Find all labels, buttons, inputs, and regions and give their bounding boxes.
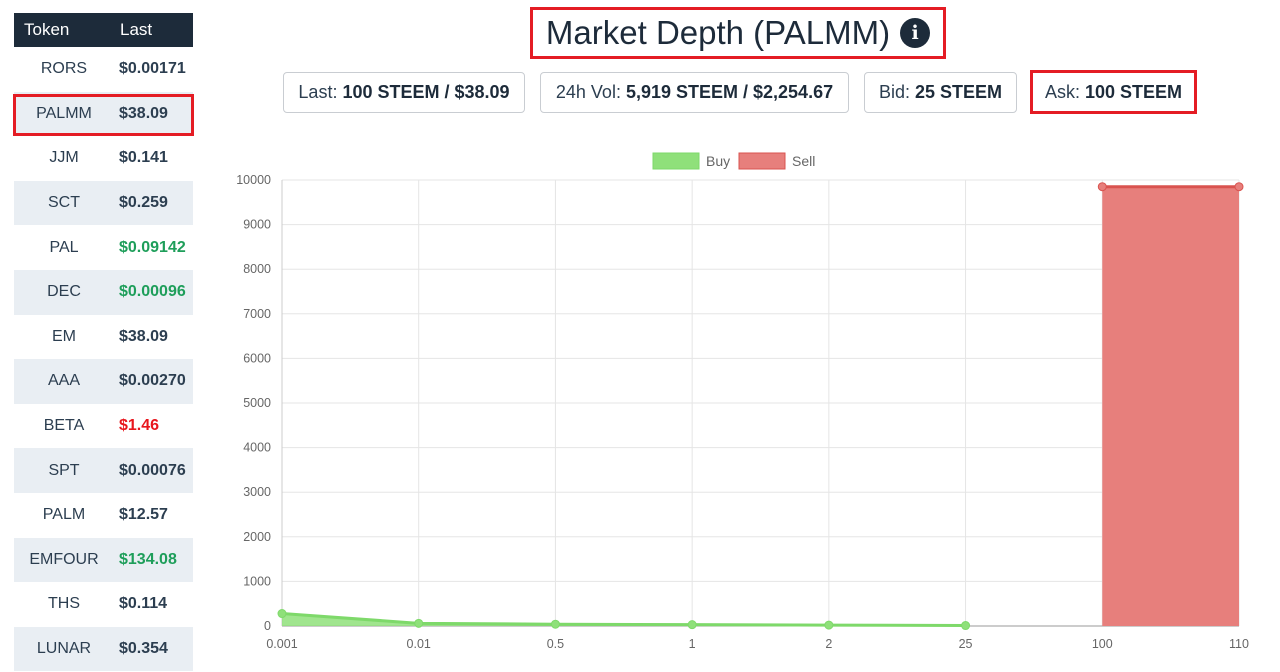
token-last-price: $0.00076 (119, 461, 186, 479)
token-row-dec[interactable]: DEC $0.00096 (14, 269, 193, 315)
token-symbol[interactable]: EMFOUR (29, 550, 99, 568)
token-row-aaa[interactable]: AAA $0.00270 (14, 359, 193, 404)
token-row-jjm[interactable]: JJM $0.141 (14, 136, 193, 181)
token-symbol[interactable]: RORS (40, 60, 88, 78)
token-last-price: $0.00096 (119, 283, 186, 301)
token-symbol[interactable]: SPT (48, 461, 80, 479)
x-tick-label: 1 (689, 637, 696, 651)
token-row-palm[interactable]: PALM $12.57 (14, 493, 193, 538)
buy-point (277, 609, 287, 619)
token-symbol[interactable]: PAL (49, 238, 79, 256)
legend-label-buy: Buy (706, 153, 730, 169)
token-row-sct[interactable]: SCT $0.259 (14, 180, 193, 226)
token-last-price: $0.09142 (119, 238, 186, 256)
token-last-price: $0.00171 (119, 60, 186, 78)
buy-point (414, 618, 424, 628)
y-tick-label: 9000 (243, 218, 271, 232)
legend-swatch-buy (652, 152, 700, 170)
y-tick-label: 4000 (243, 441, 271, 455)
y-tick-label: 7000 (243, 307, 271, 321)
page-title-box: Market Depth (PALMM) i (530, 7, 946, 59)
y-tick-label: 8000 (243, 262, 271, 276)
x-tick-label: 2 (825, 637, 832, 651)
token-symbol[interactable]: PALM (42, 506, 86, 524)
legend-swatch-sell (738, 152, 786, 170)
last-value: 100 STEEM / $38.09 (342, 82, 510, 102)
token-column-header[interactable]: Token (24, 20, 70, 39)
volume-value: 5,919 STEEM / $2,254.67 (625, 82, 834, 102)
bid-label: Bid: (878, 82, 910, 102)
market-depth-chart: 0 1000 2000 3000 4000 5000 6000 7000 8000 9000 100… (236, 152, 1249, 651)
x-tick-label: 110 (1229, 637, 1249, 651)
token-row-rors[interactable]: RORS $0.00171 (14, 47, 193, 92)
ask-value: 100 STEEM (1084, 81, 1183, 102)
y-tick-label: 3000 (243, 485, 271, 499)
token-row-beta[interactable]: BETA $1.46 (14, 404, 193, 449)
sell-point (1097, 182, 1107, 192)
token-last-price: $0.114 (119, 595, 168, 613)
buy-point (550, 619, 560, 629)
token-row-ths[interactable]: THS $0.114 (14, 582, 193, 627)
token-row-lunar[interactable]: LUNAR $0.354 (14, 626, 193, 672)
token-last-price: $38.09 (119, 327, 168, 345)
y-tick-label: 10000 (236, 173, 271, 187)
token-last-price: $0.00270 (119, 372, 186, 390)
last-column-header[interactable]: Last (120, 20, 153, 39)
y-tick-label: 5000 (243, 396, 271, 410)
buy-point (687, 620, 697, 630)
volume-box: 24h Vol: 5,919 STEEM / $2,254.67 (540, 72, 849, 113)
token-symbol[interactable]: EM (52, 327, 76, 345)
token-symbol[interactable]: JJM (49, 149, 79, 167)
token-symbol[interactable]: AAA (47, 372, 80, 390)
token-last-price: $38.09 (119, 104, 168, 122)
legend-label-sell: Sell (792, 153, 815, 169)
x-tick-label: 0.001 (266, 637, 297, 651)
token-row-palmm[interactable]: PALMM $38.09 (13, 91, 194, 137)
y-tick-label: 6000 (243, 351, 271, 365)
y-tick-label: 2000 (243, 530, 271, 544)
token-last-price: $1.46 (119, 417, 160, 435)
buy-point (961, 621, 971, 631)
token-symbol[interactable]: THS (48, 595, 80, 613)
info-icon[interactable]: i (900, 18, 931, 48)
token-row-spt[interactable]: SPT $0.00076 (14, 448, 193, 493)
token-symbol[interactable]: DEC (47, 283, 81, 301)
bid-box: Bid: 25 STEEM (864, 72, 1017, 113)
x-tick-label: 25 (959, 637, 973, 651)
token-table: Token Last RORS $0.00171 PALMM $38.09 JJM $0.… (13, 13, 194, 672)
token-row-pal[interactable]: PAL $0.09142 (14, 225, 193, 270)
buy-point (824, 620, 834, 630)
token-symbol[interactable]: LUNAR (36, 640, 92, 658)
x-tick-label: 100 (1092, 637, 1113, 651)
token-symbol[interactable]: BETA (43, 417, 85, 435)
sell-point (1234, 182, 1244, 192)
sell-area (1102, 186, 1239, 626)
token-symbol[interactable]: SCT (48, 194, 80, 212)
page-title: Market Depth (PALMM) (545, 14, 891, 51)
token-last-price: $0.259 (119, 194, 168, 212)
buy-area (282, 613, 966, 626)
token-row-em[interactable]: EM $38.09 (14, 315, 193, 360)
ask-label: Ask: (1044, 81, 1080, 102)
token-last-price: $134.08 (119, 550, 177, 568)
y-tick-label: 1000 (243, 574, 271, 588)
last-label: Last: (298, 82, 338, 102)
token-last-price: $0.141 (119, 149, 168, 167)
buy-line (281, 612, 966, 628)
x-tick-label: 0.01 (407, 637, 431, 651)
ask-box: Ask: 100 STEEM (1030, 70, 1197, 114)
token-table-header: Token Last (14, 13, 193, 47)
x-tick-label: 0.5 (547, 637, 564, 651)
bid-value: 25 STEEM (915, 82, 1003, 102)
token-row-emfour[interactable]: EMFOUR $134.08 (14, 537, 193, 583)
token-last-price: $0.354 (119, 640, 168, 658)
y-tick-label: 0 (264, 619, 271, 633)
volume-label: 24h Vol: (555, 82, 621, 102)
token-last-price: $12.57 (119, 506, 168, 524)
last-price-box: Last: 100 STEEM / $38.09 (283, 72, 525, 113)
token-symbol[interactable]: PALMM (36, 104, 92, 122)
